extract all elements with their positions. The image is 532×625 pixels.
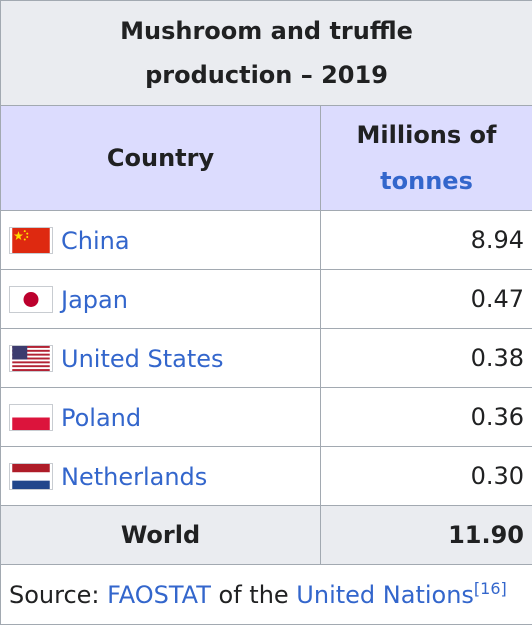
world-value: 11.90 bbox=[321, 506, 532, 565]
country-cell: Japan bbox=[1, 270, 321, 329]
caption-line-1: Mushroom and truffle bbox=[120, 17, 413, 45]
country-cell: Netherlands bbox=[1, 447, 321, 506]
value-cell: 0.30 bbox=[321, 447, 532, 506]
source-row: Source: FAOSTAT of the United Nations[16… bbox=[1, 565, 532, 625]
united-nations-link[interactable]: United Nations bbox=[296, 581, 474, 609]
china-flag-icon bbox=[9, 227, 53, 254]
reference-16-link[interactable]: [16] bbox=[474, 579, 507, 598]
world-label: World bbox=[1, 506, 321, 565]
caption-row: Mushroom and truffle production – 2019 bbox=[1, 1, 532, 106]
tonnes-link[interactable]: tonnes bbox=[380, 167, 473, 195]
country-cell: China bbox=[1, 211, 321, 270]
country-link-netherlands[interactable]: Netherlands bbox=[61, 463, 207, 491]
value-cell: 8.94 bbox=[321, 211, 532, 270]
caption-line-2: production – 2019 bbox=[145, 61, 388, 89]
table-row: Poland 0.36 bbox=[1, 388, 532, 447]
value-cell: 0.47 bbox=[321, 270, 532, 329]
poland-flag-icon bbox=[9, 404, 53, 431]
value-cell: 0.36 bbox=[321, 388, 532, 447]
source-note: Source: FAOSTAT of the United Nations[16… bbox=[1, 565, 532, 625]
united-states-flag-icon bbox=[9, 345, 53, 372]
table-row: United States 0.38 bbox=[1, 329, 532, 388]
country-cell: Poland bbox=[1, 388, 321, 447]
value-cell: 0.38 bbox=[321, 329, 532, 388]
faostat-link[interactable]: FAOSTAT bbox=[107, 581, 211, 609]
country-link-united-states[interactable]: United States bbox=[61, 345, 224, 373]
table-row: Japan 0.47 bbox=[1, 270, 532, 329]
source-middle: of the bbox=[211, 581, 296, 609]
unit-header-text: Millions of bbox=[357, 121, 497, 149]
country-cell: United States bbox=[1, 329, 321, 388]
table-row: Netherlands 0.30 bbox=[1, 447, 532, 506]
country-link-poland[interactable]: Poland bbox=[61, 404, 141, 432]
country-link-china[interactable]: China bbox=[61, 227, 130, 255]
country-column-header: Country bbox=[1, 106, 321, 211]
netherlands-flag-icon bbox=[9, 463, 53, 490]
header-row: Country Millions of tonnes bbox=[1, 106, 532, 211]
country-link-japan[interactable]: Japan bbox=[61, 286, 128, 314]
table-row: China 8.94 bbox=[1, 211, 532, 270]
table-caption: Mushroom and truffle production – 2019 bbox=[1, 1, 532, 106]
japan-flag-icon bbox=[9, 286, 53, 313]
world-total-row: World 11.90 bbox=[1, 506, 532, 565]
source-prefix: Source: bbox=[9, 581, 107, 609]
unit-column-header: Millions of tonnes bbox=[321, 106, 532, 211]
